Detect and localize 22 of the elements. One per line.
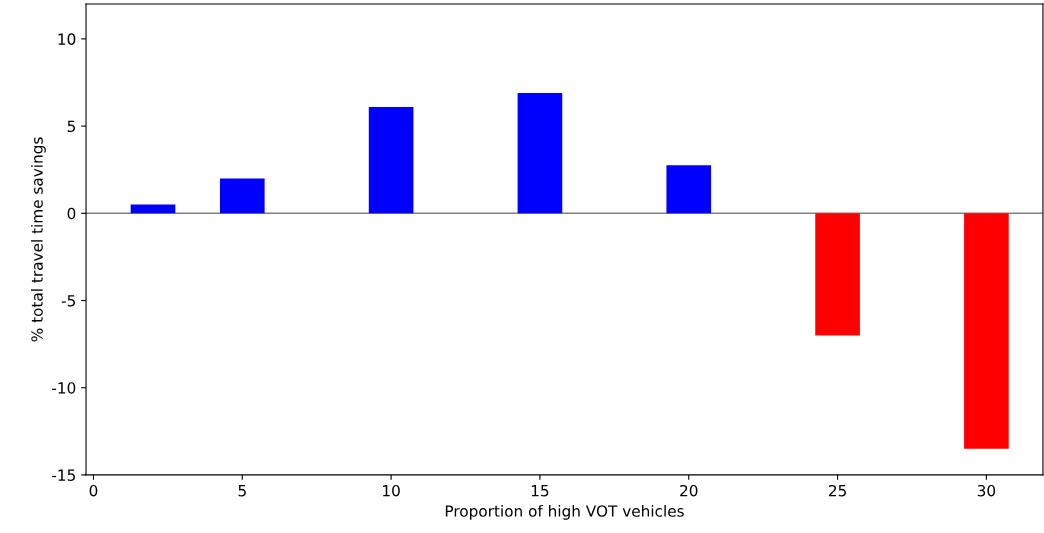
x-tick-label: 30: [977, 484, 996, 497]
x-tick-label: 10: [383, 484, 400, 497]
x-tick-label: 20: [680, 484, 698, 497]
bar: [666, 165, 712, 214]
x-tick-label: 0: [89, 484, 98, 497]
x-axis-title: Proportion of high VOT vehicles: [445, 504, 684, 520]
x-tick-label: 15: [531, 485, 549, 497]
bar: [368, 106, 414, 214]
y-tick-label: -10: [52, 382, 76, 394]
bar: [517, 92, 563, 214]
x-tick-label: 5: [238, 485, 246, 497]
bar: [964, 213, 1009, 449]
y-tick-label: 10: [58, 33, 76, 45]
bar: [219, 178, 265, 214]
bar: [130, 204, 176, 214]
y-tick-label: 5: [67, 120, 75, 133]
bar: [815, 213, 860, 336]
y-tick-label: -15: [52, 469, 75, 481]
y-tick-label: -5: [61, 295, 75, 307]
y-tick-label: 0: [67, 207, 76, 220]
y-axis-title: % total travel time savings: [31, 137, 46, 342]
x-tick-label: 25: [828, 484, 846, 497]
